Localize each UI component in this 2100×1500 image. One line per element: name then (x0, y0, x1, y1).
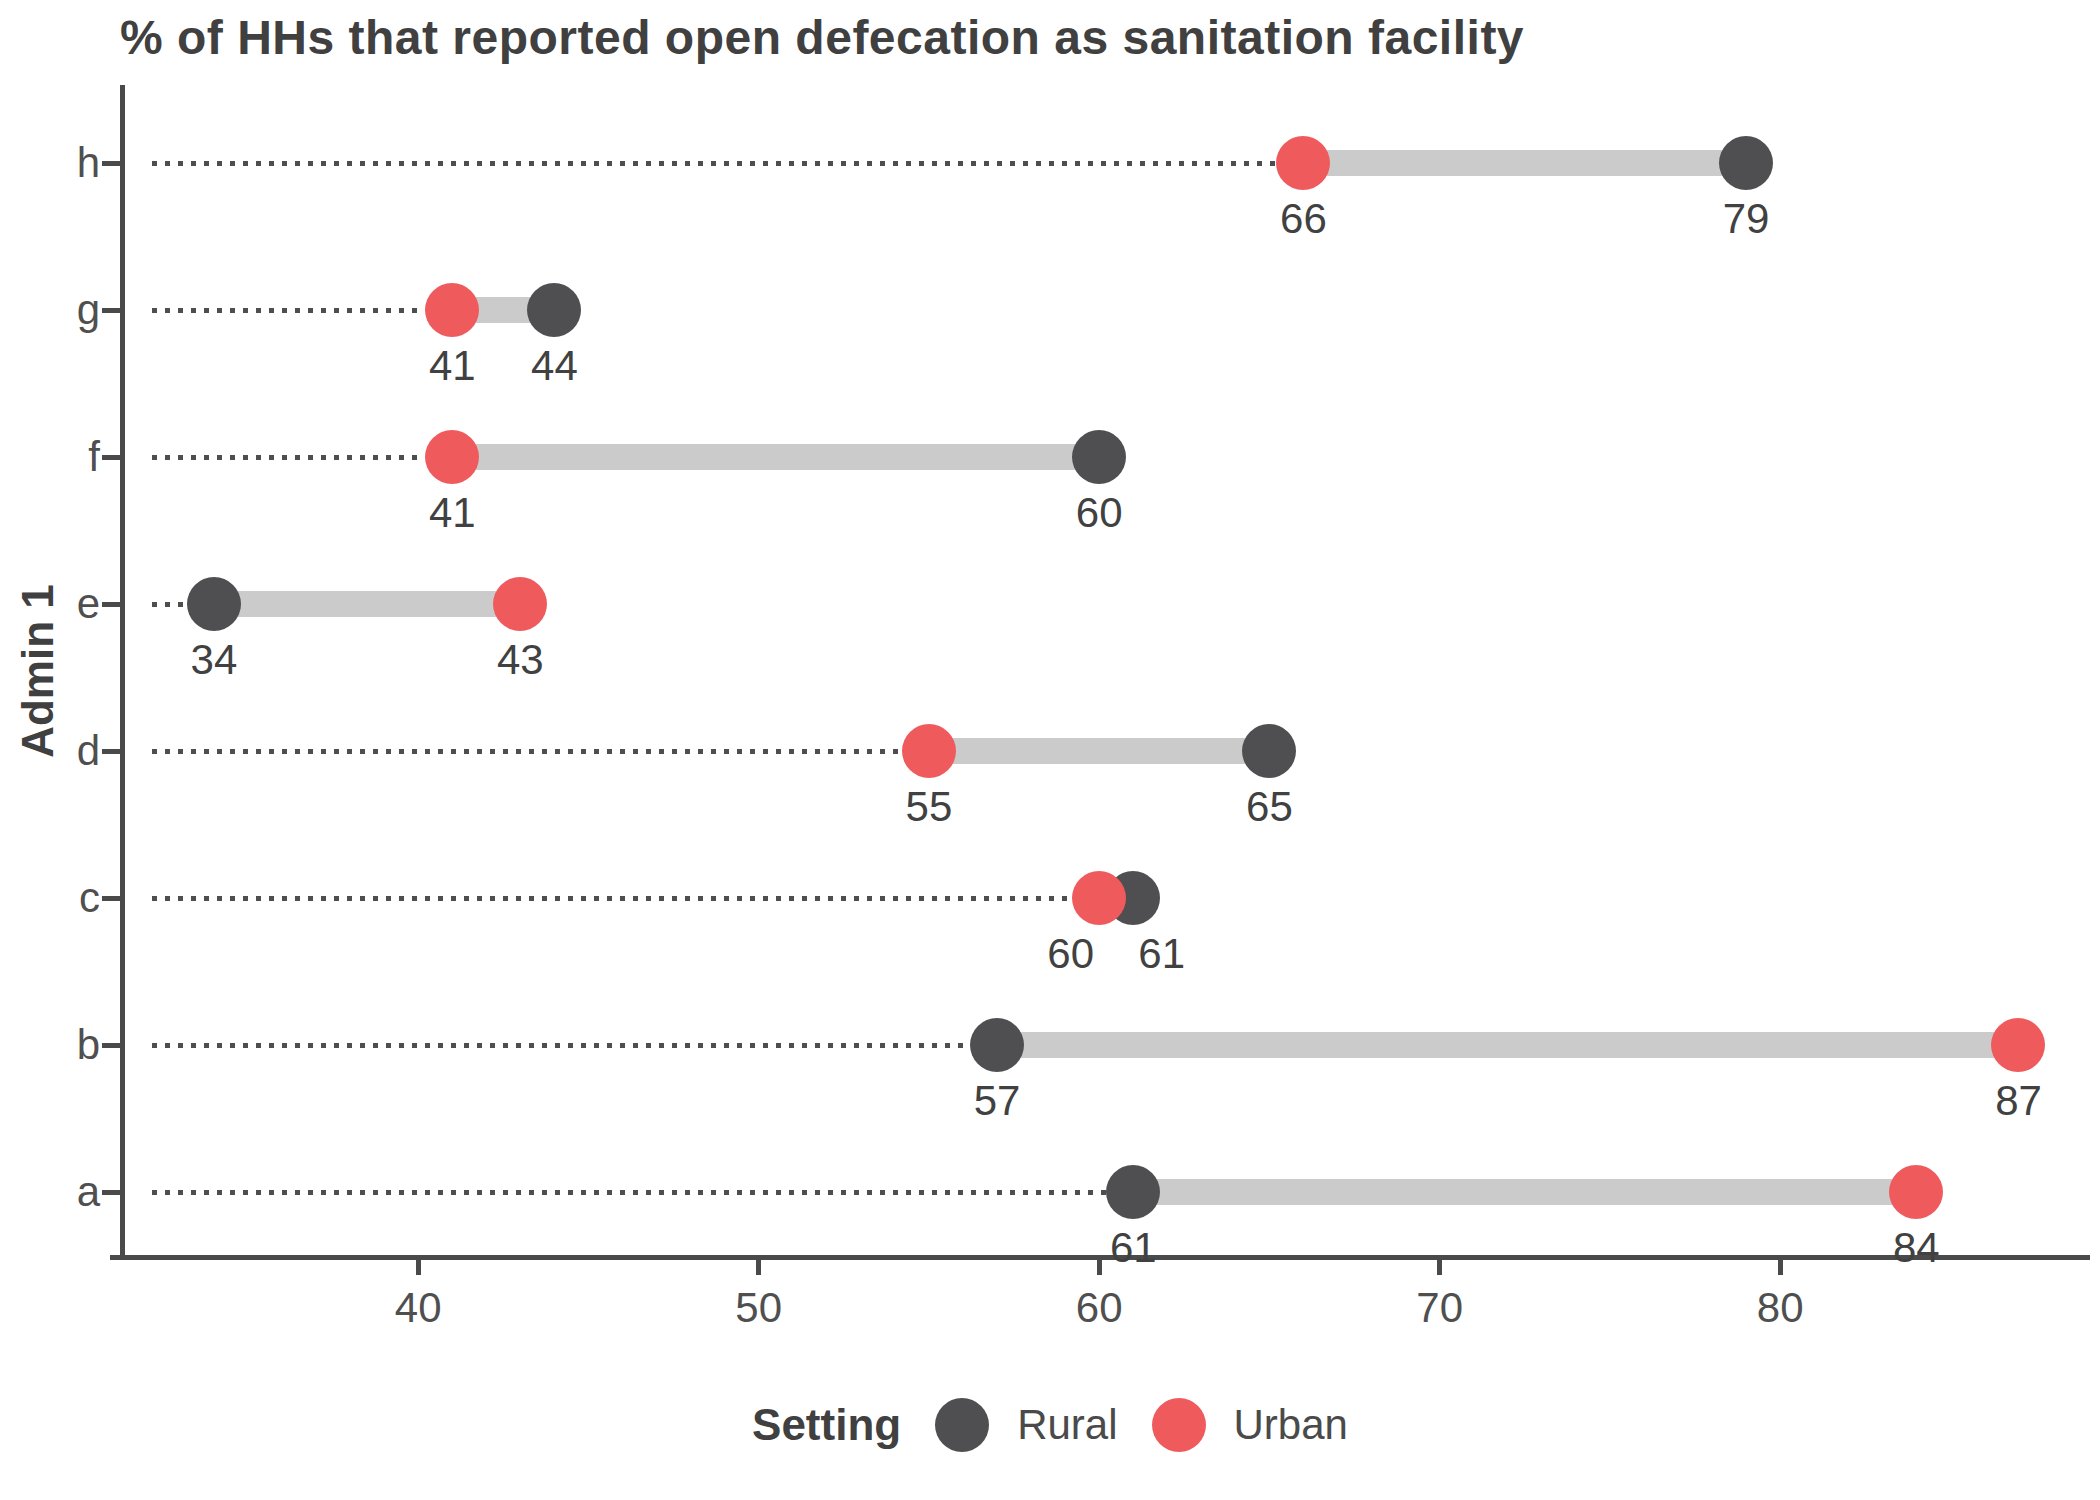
connector-bar (997, 1032, 2018, 1058)
value-label-urban: 87 (1953, 1077, 2083, 1125)
legend-label-rural: Rural (1017, 1401, 1117, 1449)
value-label-urban: 66 (1238, 195, 1368, 243)
value-label-urban: 84 (1851, 1224, 1981, 1272)
leader-line (152, 455, 425, 460)
value-label-urban: 55 (864, 783, 994, 831)
y-tick-label: a (16, 1168, 100, 1216)
x-tick-mark (1778, 1257, 1783, 1275)
y-tick-mark (102, 308, 122, 313)
dot-rural (527, 283, 581, 337)
leader-line (152, 1190, 1106, 1195)
y-tick-label: d (16, 727, 100, 775)
value-label-urban: 41 (387, 342, 517, 390)
dot-urban (425, 430, 479, 484)
dot-rural (1106, 1165, 1160, 1219)
y-tick-label: f (16, 433, 100, 481)
y-tick-label: c (16, 874, 100, 922)
legend-title: Setting (752, 1400, 901, 1450)
rural-swatch-icon (935, 1398, 989, 1452)
y-tick-mark (102, 1190, 122, 1195)
value-label-rural: 61 (1068, 1224, 1198, 1272)
dot-rural (187, 577, 241, 631)
leader-line (152, 1043, 970, 1048)
x-tick-label: 40 (358, 1284, 478, 1332)
x-tick-mark (416, 1257, 421, 1275)
value-label-rural: 79 (1681, 195, 1811, 243)
x-tick-label: 60 (1039, 1284, 1159, 1332)
y-tick-mark (102, 602, 122, 607)
dot-rural (1242, 724, 1296, 778)
legend: Setting Rural Urban (0, 1398, 2100, 1452)
x-tick-label: 80 (1720, 1284, 1840, 1332)
y-tick-mark (102, 896, 122, 901)
value-label-rural: 57 (932, 1077, 1062, 1125)
legend-item-urban: Urban (1152, 1398, 1348, 1452)
leader-line (152, 749, 902, 754)
leader-line (152, 896, 1072, 901)
value-label-rural: 34 (149, 636, 279, 684)
chart-title: % of HHs that reported open defecation a… (120, 10, 1524, 65)
dot-urban (1991, 1018, 2045, 1072)
dot-urban (1276, 136, 1330, 190)
dot-urban (493, 577, 547, 631)
x-tick-mark (756, 1257, 761, 1275)
y-tick-mark (102, 1043, 122, 1048)
dot-rural (1719, 136, 1773, 190)
connector-bar (1133, 1179, 1916, 1205)
y-tick-mark (102, 749, 122, 754)
x-tick-label: 70 (1380, 1284, 1500, 1332)
leader-line (152, 602, 187, 607)
x-tick-mark (1437, 1257, 1442, 1275)
y-tick-label: g (16, 286, 100, 334)
connector-bar (214, 591, 520, 617)
y-axis-line (120, 85, 125, 1260)
value-label-urban: 60 (1006, 930, 1136, 978)
connector-bar (452, 444, 1099, 470)
value-label-rural: 60 (1034, 489, 1164, 537)
connector-bar (929, 738, 1269, 764)
leader-line (152, 308, 425, 313)
connector-bar (1303, 150, 1746, 176)
dot-urban (1072, 871, 1126, 925)
legend-item-rural: Rural (935, 1398, 1117, 1452)
y-tick-label: b (16, 1021, 100, 1069)
urban-swatch-icon (1152, 1398, 1206, 1452)
dot-urban (902, 724, 956, 778)
dot-rural (1072, 430, 1126, 484)
value-label-rural: 65 (1204, 783, 1334, 831)
value-label-urban: 43 (455, 636, 585, 684)
dot-urban (1889, 1165, 1943, 1219)
y-tick-label: h (16, 139, 100, 187)
y-tick-mark (102, 455, 122, 460)
y-tick-label: e (16, 580, 100, 628)
value-label-urban: 41 (387, 489, 517, 537)
x-tick-label: 50 (699, 1284, 819, 1332)
legend-label-urban: Urban (1234, 1401, 1348, 1449)
dumbbell-chart: % of HHs that reported open defecation a… (0, 0, 2100, 1500)
dot-rural (970, 1018, 1024, 1072)
dot-urban (425, 283, 479, 337)
leader-line (152, 161, 1276, 166)
y-tick-mark (102, 161, 122, 166)
y-axis-title: Admin 1 (13, 471, 63, 871)
